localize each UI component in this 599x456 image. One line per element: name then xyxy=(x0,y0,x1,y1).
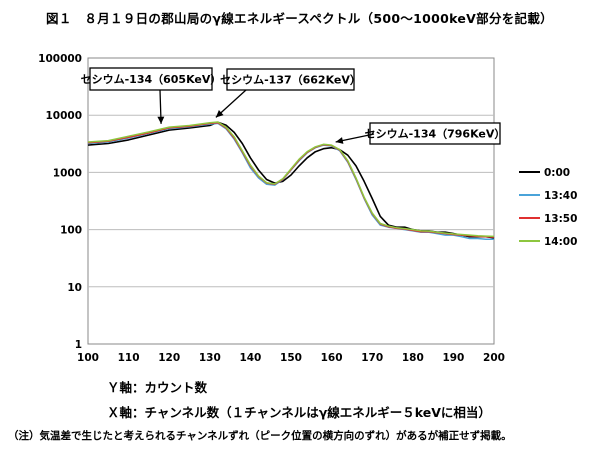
x-tick-label: 130 xyxy=(199,352,221,364)
footnote: （注）気温差で生じたと考えられるチャンネルずれ（ピーク位置の横方向のずれ）がある… xyxy=(8,430,512,442)
x-tick-label: 120 xyxy=(158,352,180,364)
x-tick-label: 160 xyxy=(321,352,343,364)
callout: セシウム-134（796KeV） xyxy=(335,122,506,145)
callout: セシウム-134（605KeV） xyxy=(81,67,222,124)
y-axis-caption: Ｙ軸：カウント数 xyxy=(107,380,208,395)
arrowhead xyxy=(157,116,165,124)
callout-label: セシウム-137（662KeV） xyxy=(220,74,361,87)
gridlines xyxy=(88,114,494,288)
y-tick-label: 1 xyxy=(75,339,82,351)
y-tick-label: 10 xyxy=(67,282,82,294)
arrowhead xyxy=(335,137,344,144)
x-tick-label: 190 xyxy=(442,352,464,364)
callout-box xyxy=(369,122,501,145)
x-tick-label: 100 xyxy=(77,352,99,364)
legend-label: 0:00 xyxy=(544,167,570,179)
x-axis-caption: Ｘ軸：チャンネル数（１チャンネルはγ線エネルギー５keVに相当） xyxy=(107,405,491,420)
legend-label: 14:00 xyxy=(544,236,577,248)
y-tick-label: 100 xyxy=(60,225,82,237)
x-tick-label: 200 xyxy=(483,352,505,364)
chart-title: 図１ ８月１９日の郡山局のγ線エネルギースペクトル（500～1000keV部分を… xyxy=(46,11,553,26)
callout-box xyxy=(226,68,355,91)
series-lines xyxy=(87,121,495,240)
x-tick-label: 110 xyxy=(118,352,140,364)
callout-label: セシウム-134（796KeV） xyxy=(365,128,506,141)
y-tick-label: 10000 xyxy=(45,110,82,122)
legend-label: 13:40 xyxy=(544,190,577,202)
x-tick-label: 170 xyxy=(361,352,383,364)
x-tick-label: 180 xyxy=(402,352,424,364)
x-tick-labels: 100 110 120 130 140 150 160 170 180 190 200 xyxy=(77,352,505,364)
arrowhead xyxy=(215,109,224,118)
legend: 0:00 13:40 13:50 14:00 xyxy=(519,167,577,248)
y-tick-label: 1000 xyxy=(53,167,82,179)
y-tick-label: 100000 xyxy=(38,53,82,65)
plot-area xyxy=(87,57,495,345)
x-tick-label: 150 xyxy=(280,352,302,364)
annotations: セシウム-134（605KeV）セシウム-137（662KeV） セシウム-134… xyxy=(81,67,506,145)
callout: セシウム-137（662KeV） xyxy=(215,68,361,118)
callout-box xyxy=(89,67,213,91)
series-line-1400 xyxy=(87,121,495,238)
y-tick-labels: 1 10 100 1000 10000 100000 xyxy=(38,53,82,351)
legend-label: 13:50 xyxy=(544,213,577,225)
callout-label: セシウム-134（605KeV） xyxy=(81,73,222,86)
x-tick-label: 140 xyxy=(239,352,261,364)
